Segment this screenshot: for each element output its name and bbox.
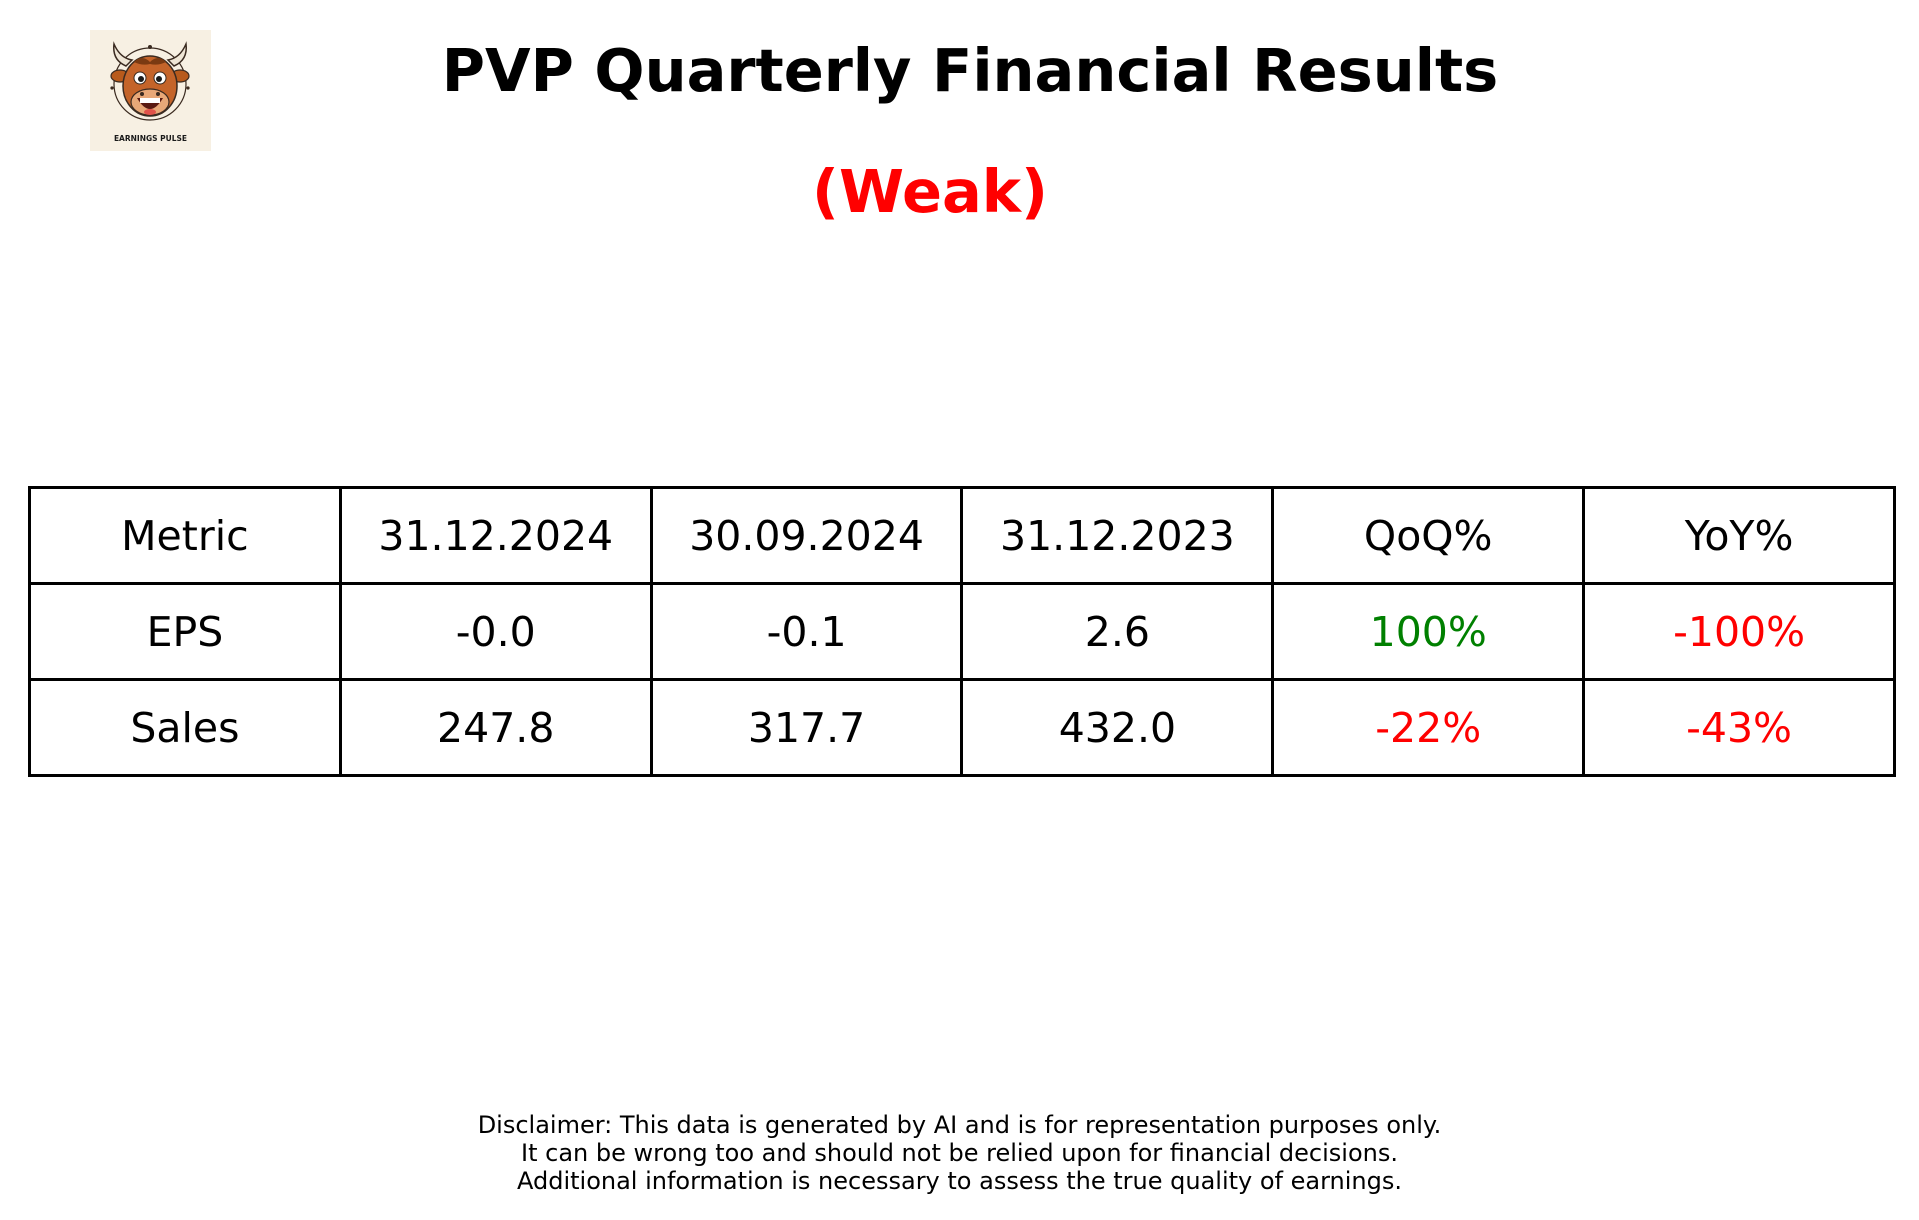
value-cell: 432.0 <box>960 678 1275 777</box>
results-table: Metric 31.12.2024 30.09.2024 31.12.2023 … <box>28 486 1896 777</box>
yoy-change-cell: -100% <box>1582 582 1896 681</box>
disclaimer: Disclaimer: This data is generated by AI… <box>0 1111 1919 1195</box>
disclaimer-line: Disclaimer: This data is generated by AI… <box>477 1111 1442 1139</box>
disclaimer-line: It can be wrong too and should not be re… <box>521 1139 1398 1167</box>
logo-text: EARNINGS PULSE <box>114 134 187 143</box>
disclaimer-line: Additional information is necessary to a… <box>516 1167 1402 1195</box>
rating-label: (Weak) <box>812 157 1048 226</box>
value-cell: -0.0 <box>338 582 653 681</box>
value-cell: 2.6 <box>960 582 1275 681</box>
column-header-qoq: QoQ% <box>1271 486 1586 585</box>
column-header-metric: Metric <box>28 486 342 585</box>
value-cell: 317.7 <box>649 678 964 777</box>
yoy-change-cell: -43% <box>1582 678 1896 777</box>
bull-mascot-icon: EARNINGS PULSE <box>110 41 190 143</box>
metric-cell: EPS <box>28 582 342 681</box>
column-header-yoy: YoY% <box>1582 486 1896 585</box>
metric-cell: Sales <box>28 678 342 777</box>
page-title: PVP Quarterly Financial Results <box>441 36 1499 105</box>
table-header-row: Metric 31.12.2024 30.09.2024 31.12.2023 … <box>28 486 1896 585</box>
value-cell: 247.8 <box>338 678 653 777</box>
column-header-quarter-3: 31.12.2023 <box>960 486 1275 585</box>
column-header-quarter-1: 31.12.2024 <box>338 486 653 585</box>
table-row-sales: Sales 247.8 317.7 432.0 -22% -43% <box>28 678 1896 777</box>
table-row-eps: EPS -0.0 -0.1 2.6 100% -100% <box>28 582 1896 681</box>
column-header-quarter-2: 30.09.2024 <box>649 486 964 585</box>
value-cell: -0.1 <box>649 582 964 681</box>
qoq-change-cell: -22% <box>1271 678 1586 777</box>
qoq-change-cell: 100% <box>1271 582 1586 681</box>
earnings-pulse-logo: EARNINGS PULSE <box>90 30 211 151</box>
